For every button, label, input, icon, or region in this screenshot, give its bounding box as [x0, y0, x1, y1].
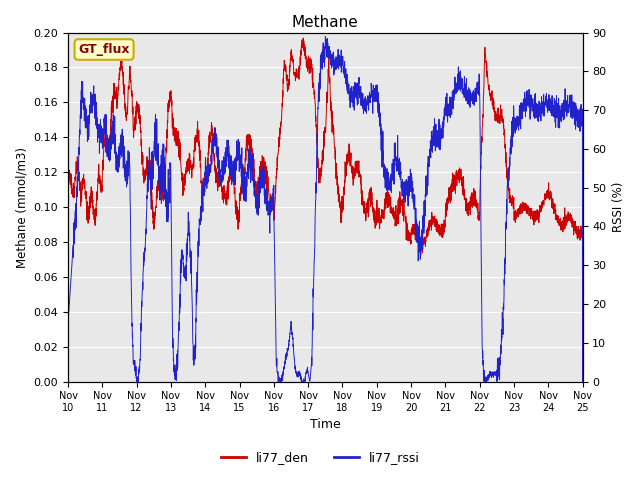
- li77_rssi: [154, 149, 161, 155]
- Line: li77_rssi: li77_rssi: [68, 36, 582, 382]
- li77_rssi: [64, 321, 72, 326]
- Line: li77_den: li77_den: [68, 38, 582, 382]
- li77_den: [569, 221, 577, 227]
- li77_den: [123, 109, 131, 115]
- Title: Methane: Methane: [292, 15, 358, 30]
- li77_rssi: [133, 379, 141, 384]
- Y-axis label: Methane (mmol/m3): Methane (mmol/m3): [15, 146, 28, 267]
- X-axis label: Time: Time: [310, 419, 340, 432]
- Y-axis label: RSSI (%): RSSI (%): [612, 182, 625, 232]
- li77_den: [284, 88, 291, 94]
- li77_rssi: [579, 379, 586, 384]
- Text: GT_flux: GT_flux: [78, 43, 130, 56]
- li77_rssi: [513, 117, 521, 123]
- li77_rssi: [569, 99, 577, 105]
- li77_den: [513, 210, 521, 216]
- li77_den: [154, 194, 161, 200]
- li77_den: [262, 174, 269, 180]
- li77_den: [300, 35, 307, 41]
- li77_rssi: [262, 195, 269, 201]
- li77_rssi: [123, 171, 131, 177]
- li77_rssi: [321, 34, 329, 39]
- li77_rssi: [284, 346, 292, 351]
- li77_den: [579, 379, 586, 384]
- li77_den: [64, 184, 72, 190]
- Legend: li77_den, li77_rssi: li77_den, li77_rssi: [216, 446, 424, 469]
